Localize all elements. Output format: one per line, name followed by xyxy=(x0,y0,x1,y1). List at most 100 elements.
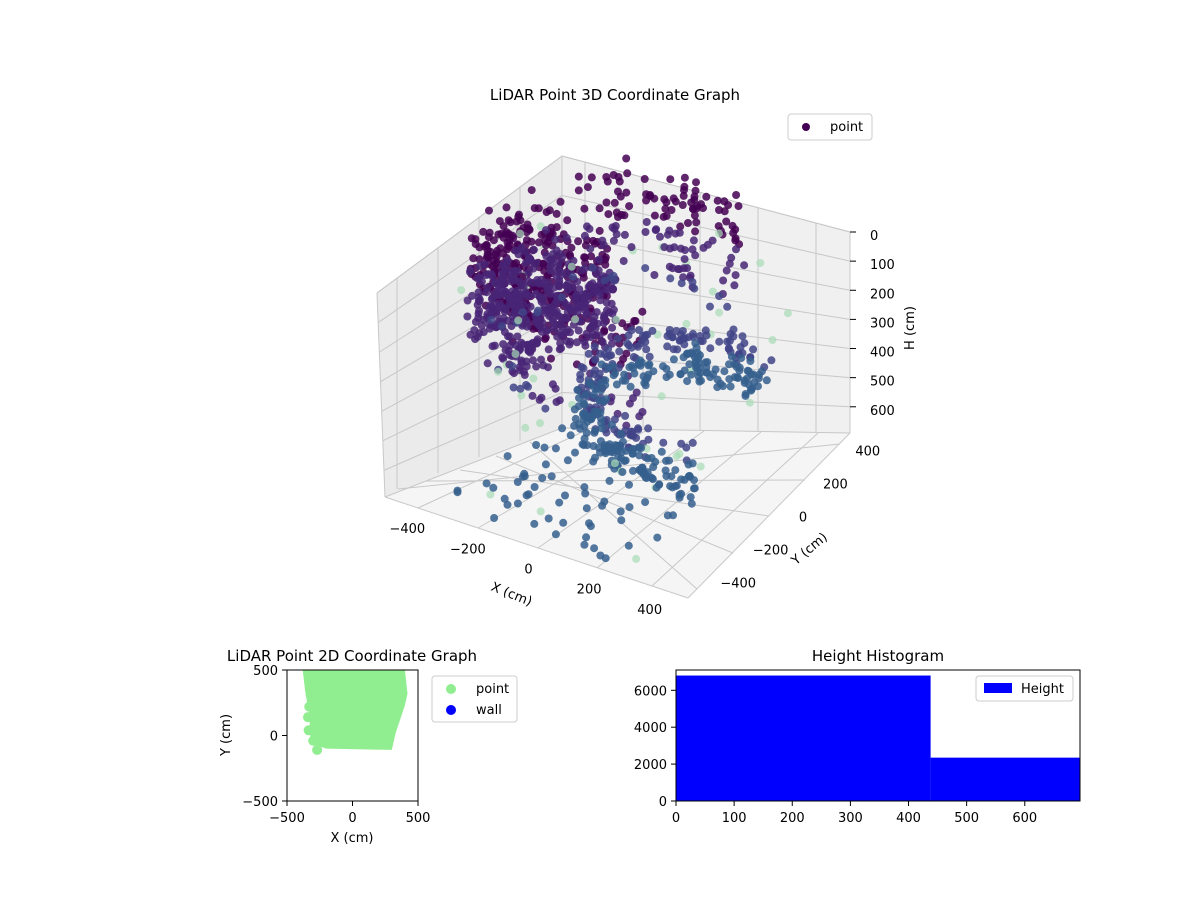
point-3d xyxy=(617,516,626,525)
point-3d xyxy=(678,201,687,209)
point-3d xyxy=(644,361,653,370)
point-3d xyxy=(507,277,516,286)
point-3d xyxy=(593,282,601,291)
point-3d xyxy=(555,258,563,267)
point-3d xyxy=(466,330,475,339)
point-3d xyxy=(475,261,484,270)
point-3d xyxy=(601,447,610,456)
z-gridline-5 xyxy=(382,352,851,442)
legend-histogram-label: Height xyxy=(1021,682,1064,697)
point-3d xyxy=(475,306,483,315)
point-3d xyxy=(662,198,671,207)
point-3d xyxy=(548,255,557,264)
point-3d xyxy=(563,456,572,465)
point-3d xyxy=(590,407,599,416)
y-tick-3d: −200 xyxy=(753,544,789,559)
point-3d xyxy=(736,343,745,352)
z-tick-3d: 0 xyxy=(870,229,878,244)
point-3d xyxy=(611,441,620,450)
point-3d xyxy=(494,304,502,313)
point-3d xyxy=(519,300,528,309)
point-3d xyxy=(609,236,618,245)
point-3d xyxy=(561,491,569,500)
point-3d xyxy=(571,448,579,457)
point-3d xyxy=(687,198,696,207)
point-3d xyxy=(524,292,533,301)
point-3d xyxy=(722,217,731,226)
point-3d xyxy=(556,250,564,258)
point-3d xyxy=(487,307,496,316)
frame-histogram xyxy=(675,669,1081,802)
point-3d xyxy=(576,370,585,379)
point-3d xyxy=(505,241,514,250)
point-3d xyxy=(528,391,537,400)
point-3d xyxy=(725,259,734,268)
point-3d xyxy=(542,208,551,217)
point-3d xyxy=(497,229,506,238)
point-3d xyxy=(601,381,610,390)
point-3d xyxy=(668,483,677,492)
point-3d xyxy=(730,281,739,290)
point-3d xyxy=(677,279,686,288)
point-3d xyxy=(469,254,478,263)
point-3d xyxy=(503,256,512,265)
point-3d xyxy=(566,337,575,346)
point-3d xyxy=(635,326,643,334)
point-3d xyxy=(767,356,776,365)
point-3d xyxy=(502,203,511,212)
plot-area-2d xyxy=(302,670,408,755)
point-3d xyxy=(599,319,608,327)
point-3d xyxy=(656,232,664,241)
point-3d xyxy=(479,227,488,236)
point-3d xyxy=(606,273,615,282)
y-tick-histogram: 4000 xyxy=(634,721,667,736)
point-3d xyxy=(746,357,755,365)
point-3d xyxy=(695,377,704,386)
point-3d xyxy=(575,285,584,294)
point-3d xyxy=(562,270,571,279)
point-3d xyxy=(580,293,589,302)
point-3d xyxy=(708,287,717,296)
chart-3d-title: LiDAR Point 3D Coordinate Graph xyxy=(490,86,740,104)
point-3d xyxy=(616,507,625,516)
point-3d xyxy=(612,315,621,324)
point-3d xyxy=(585,224,594,233)
y-ticks-histogram: 0 2000 4000 6000 xyxy=(634,684,676,810)
point-3d xyxy=(668,333,677,342)
point-3d xyxy=(499,340,508,349)
point-3d xyxy=(690,284,699,293)
point-3d xyxy=(685,360,694,369)
point-3d xyxy=(636,361,645,370)
point-3d xyxy=(574,237,583,246)
y-tick-histogram: 2000 xyxy=(634,758,667,773)
point-3d xyxy=(690,476,698,485)
point-3d xyxy=(573,385,582,394)
point-3d xyxy=(511,350,520,358)
point-3d xyxy=(563,216,572,225)
point-3d xyxy=(653,533,662,542)
point-3d xyxy=(475,296,484,305)
point-3d xyxy=(555,498,564,507)
point-3d xyxy=(629,466,637,475)
point-3d xyxy=(690,211,699,220)
point-3d xyxy=(688,438,697,447)
point-3d xyxy=(644,424,653,433)
point-3d xyxy=(595,226,604,235)
point-3d xyxy=(609,171,618,179)
x-axis-label-3d: X (cm) xyxy=(489,580,534,610)
x-ticks-histogram: 0 100 200 300 400 500 600 xyxy=(672,801,1037,826)
point-3d xyxy=(625,503,634,512)
point-3d xyxy=(551,235,560,244)
point-3d xyxy=(526,302,535,311)
point-3d xyxy=(632,554,641,563)
x-tick-histogram: 0 xyxy=(672,811,680,826)
point-3d xyxy=(727,352,736,361)
points-3d xyxy=(453,154,792,563)
point-3d xyxy=(530,519,539,528)
point-3d xyxy=(634,425,643,434)
point-3d xyxy=(581,489,590,498)
point-3d xyxy=(522,236,531,245)
point-3d xyxy=(475,243,484,252)
point-3d xyxy=(524,382,532,391)
point-3d xyxy=(570,405,579,414)
